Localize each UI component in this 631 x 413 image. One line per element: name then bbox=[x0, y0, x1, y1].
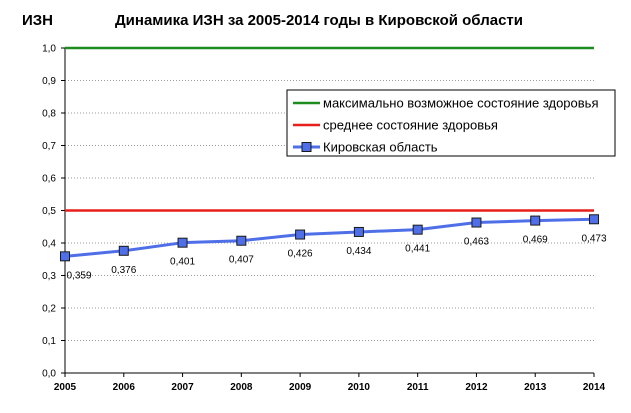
data-point-marker bbox=[236, 235, 247, 246]
data-label: 0,359 bbox=[66, 270, 91, 281]
y-tick-labels: 0,0 0,1 0,2 0,3 0,4 0,5 0,6 0,7 0,8 0,9 1,0 bbox=[42, 44, 56, 380]
x-tick-label: 2010 bbox=[348, 382, 371, 393]
chart-title: Динамика ИЗН за 2005-2014 годы в Кировск… bbox=[115, 12, 523, 29]
x-tick-label: 2005 bbox=[54, 382, 77, 393]
chart-header: ИЗН Динамика ИЗН за 2005-2014 годы в Кир… bbox=[0, 0, 631, 40]
y-tick-label: 1,0 bbox=[42, 44, 56, 55]
data-point-marker bbox=[530, 215, 541, 226]
data-point-marker bbox=[177, 237, 188, 248]
x-tick-label: 2006 bbox=[113, 382, 136, 393]
y-tick-label: 0,1 bbox=[42, 336, 56, 347]
data-point-marker bbox=[589, 214, 599, 225]
data-label: 0,463 bbox=[464, 237, 489, 248]
y-tick-label: 0,6 bbox=[42, 174, 56, 185]
data-label: 0,473 bbox=[581, 233, 606, 244]
data-label: 0,469 bbox=[523, 235, 548, 246]
legend-label: максимально возможное состояние здоровья bbox=[323, 96, 599, 111]
x-tick-label: 2013 bbox=[524, 382, 547, 393]
data-point-marker bbox=[118, 245, 129, 256]
legend-marker bbox=[301, 142, 312, 152]
data-labels: 0,359 0,376 0,401 0,407 0,426 0,434 0,441 0,463… bbox=[66, 233, 606, 281]
series-markers bbox=[60, 214, 599, 262]
legend-label: среднее состояние здоровья bbox=[323, 118, 498, 133]
data-point-marker bbox=[471, 217, 482, 228]
data-label: 0,441 bbox=[405, 244, 430, 255]
x-tick-label: 2012 bbox=[465, 382, 488, 393]
legend-item-max: максимально возможное состояние здоровья bbox=[293, 96, 599, 111]
data-label: 0,401 bbox=[170, 257, 195, 268]
data-label: 0,426 bbox=[288, 249, 313, 260]
data-point-marker bbox=[412, 224, 423, 235]
data-label: 0,434 bbox=[346, 246, 371, 257]
legend-item-kirov: Кировская область bbox=[293, 140, 438, 155]
x-tick-label: 2014 bbox=[583, 382, 606, 393]
y-tick-label: 0,5 bbox=[42, 206, 56, 217]
legend: максимально возможное состояние здоровья… bbox=[286, 89, 616, 157]
y-tick-label: 0,2 bbox=[42, 304, 56, 315]
x-tick-label: 2009 bbox=[289, 382, 312, 393]
x-tick-label: 2008 bbox=[230, 382, 253, 393]
legend-label: Кировская область bbox=[323, 140, 438, 155]
x-tick-label: 2011 bbox=[407, 382, 429, 393]
kirov-region-line bbox=[64, 217, 595, 258]
y-tick-label: 0,8 bbox=[42, 109, 56, 120]
x-tick-label: 2007 bbox=[171, 382, 194, 393]
x-tick-labels: 2005 2006 2007 2008 2009 2010 2011 2012 2013 2014 bbox=[54, 382, 606, 393]
y-tick-label: 0,9 bbox=[42, 76, 56, 87]
data-point-marker bbox=[295, 229, 306, 240]
y-tick-label: 0,4 bbox=[42, 239, 56, 250]
data-point-marker bbox=[60, 251, 70, 262]
data-point-marker bbox=[353, 226, 364, 237]
y-axis-label: ИЗН bbox=[22, 12, 54, 29]
y-tick-label: 0,3 bbox=[42, 271, 56, 282]
legend-box bbox=[286, 89, 616, 157]
series-lines bbox=[64, 46, 595, 258]
y-tick-label: 0,7 bbox=[42, 141, 56, 152]
data-label: 0,376 bbox=[111, 265, 136, 276]
data-label: 0,407 bbox=[229, 255, 254, 266]
legend-item-average: среднее состояние здоровья bbox=[293, 118, 498, 133]
y-tick-label: 0,0 bbox=[42, 369, 56, 380]
